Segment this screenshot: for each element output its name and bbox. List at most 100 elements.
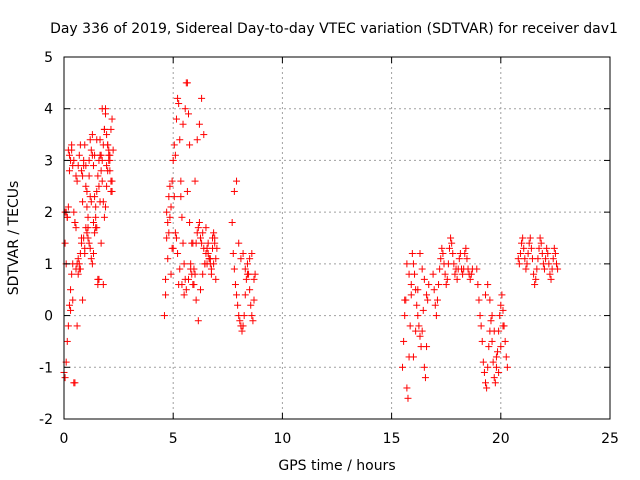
data-point [79, 198, 87, 206]
data-point [179, 120, 187, 128]
data-point [99, 281, 107, 289]
data-point [94, 275, 102, 283]
data-point [73, 177, 81, 185]
x-tick-label: 15 [383, 431, 401, 447]
data-point [420, 275, 428, 283]
data-point [197, 234, 204, 242]
data-point [198, 94, 206, 102]
data-point [174, 94, 182, 102]
data-point [172, 234, 180, 242]
data-point [164, 255, 172, 263]
data-point [89, 250, 97, 258]
y-tick-label: 1 [44, 257, 53, 273]
data-point [248, 250, 256, 258]
data-point [547, 275, 555, 283]
data-point [549, 255, 557, 263]
data-point [86, 193, 94, 201]
data-point [515, 260, 523, 268]
data-point [443, 275, 451, 283]
data-point [108, 115, 116, 123]
data-point [177, 177, 185, 185]
data-point [68, 141, 76, 149]
data-point [84, 213, 92, 221]
data-point [433, 296, 441, 304]
data-point [180, 260, 188, 268]
data-point [473, 265, 481, 273]
data-point [499, 306, 507, 314]
data-point [71, 218, 79, 226]
data-point [498, 291, 506, 299]
data-point [451, 270, 459, 278]
data-point [92, 224, 100, 232]
data-point [107, 187, 115, 195]
y-tick-label: 4 [44, 102, 53, 118]
data-point [231, 281, 239, 289]
axis-ticks: 0 5 10 15 20 25 -2 -1 0 1 2 3 4 5 [39, 50, 619, 447]
data-point [419, 306, 427, 314]
data-point [210, 229, 218, 237]
data-point [73, 322, 81, 330]
data-point [416, 250, 424, 258]
data-point [461, 250, 469, 258]
data-point [414, 286, 422, 294]
data-point [164, 218, 172, 226]
data-point [233, 177, 241, 185]
data-point [532, 275, 540, 283]
data-point [527, 244, 535, 252]
data-point [195, 120, 203, 128]
data-point [401, 312, 409, 320]
data-point [437, 255, 445, 263]
y-tick-label: -2 [39, 412, 53, 428]
data-point [409, 260, 417, 268]
data-point [166, 182, 174, 190]
data-point [191, 270, 199, 278]
data-point [450, 260, 458, 268]
data-point [93, 187, 101, 195]
data-point [474, 281, 482, 289]
data-point [459, 270, 467, 278]
data-point [537, 239, 545, 247]
data-point [404, 394, 412, 402]
data-point [100, 125, 108, 133]
data-point [482, 291, 490, 299]
data-point [186, 141, 194, 149]
data-point [523, 260, 531, 268]
data-point [416, 332, 424, 340]
data-point [76, 250, 84, 258]
data-point [197, 286, 204, 294]
data-point [496, 312, 504, 320]
data-point [497, 301, 505, 309]
data-point [230, 265, 238, 273]
data-point [103, 182, 111, 190]
data-point [99, 198, 107, 206]
data-point [407, 291, 415, 299]
data-point [536, 234, 544, 242]
data-point [463, 255, 471, 263]
data-point [67, 286, 75, 294]
data-point [200, 131, 208, 139]
data-point [448, 239, 456, 247]
data-point [524, 250, 532, 258]
data-point [83, 203, 91, 211]
data-point [475, 296, 483, 304]
data-point [477, 322, 485, 330]
data-point [229, 250, 237, 258]
data-point [93, 136, 101, 144]
data-point [413, 301, 421, 309]
data-point [74, 270, 82, 278]
data-point [71, 379, 79, 387]
data-point [107, 125, 115, 133]
data-point [228, 218, 236, 226]
data-point [545, 260, 553, 268]
data-point [85, 172, 93, 180]
data-point [478, 337, 486, 345]
data-point [414, 312, 422, 320]
data-point [250, 296, 258, 304]
data-point [497, 343, 505, 351]
data-point [495, 368, 503, 376]
data-point [230, 187, 238, 195]
data-point [487, 317, 495, 325]
data-point [494, 348, 502, 356]
data-point [169, 244, 177, 252]
